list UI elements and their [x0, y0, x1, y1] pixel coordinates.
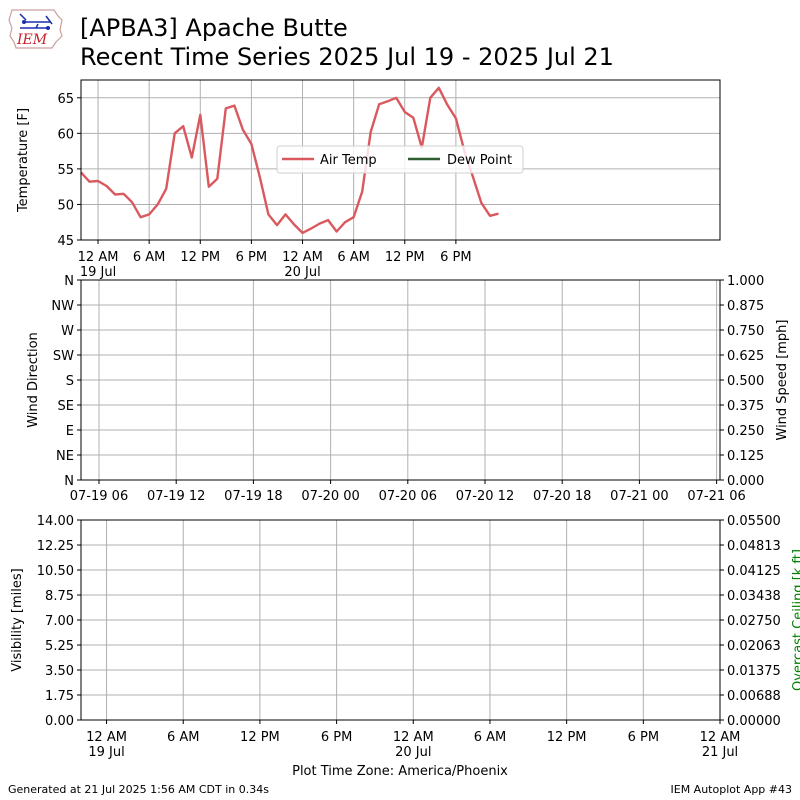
wind-direction-tick-label: S: [66, 374, 74, 389]
visibility-tick-label: 3.50: [45, 664, 74, 679]
temp-ytick-label: 55: [57, 163, 74, 178]
visibility-tick-label: 14.00: [37, 514, 74, 529]
ceiling-ylabel: Overcast Ceiling [k ft]: [791, 549, 800, 691]
vis-xtick-sublabel: 20 Jul: [395, 745, 431, 760]
wind-xtick-label: 07-20 12: [456, 489, 514, 504]
wind-xtick-label: 07-19 12: [147, 489, 205, 504]
temp-axes-frame: [80, 79, 721, 241]
legend-dew-point-label: Dew Point: [447, 153, 512, 168]
vis-xtick-label: 6 AM: [167, 730, 200, 745]
ceiling-tick-label: 0.04813: [727, 539, 781, 554]
wind-speed-tick-label: 0.375: [727, 399, 764, 414]
wind-direction-tick-label: W: [61, 324, 74, 339]
vis-xtick-label: 12 AM: [86, 730, 127, 745]
temp-xtick-label: 6 PM: [236, 250, 267, 265]
ceiling-tick-label: 0.02750: [727, 614, 781, 629]
temp-xtick-label: 6 AM: [337, 250, 370, 265]
chart-title-line2: Recent Time Series 2025 Jul 19 - 2025 Ju…: [80, 43, 614, 71]
vis-xtick-label: 12 PM: [240, 730, 280, 745]
wind-speed-tick-label: 0.500: [727, 374, 764, 389]
visibility-tick-label: 12.25: [37, 539, 74, 554]
vis-xtick-label: 6 PM: [321, 730, 352, 745]
temp-ytick-label: 45: [57, 234, 74, 249]
temp-xtick-sublabel: 19 Jul: [80, 265, 116, 280]
temp-ytick-label: 65: [57, 92, 74, 107]
temp-ytick-label: 60: [57, 127, 74, 142]
temp-xtick-label: 12 AM: [282, 250, 323, 265]
ceiling-tick-label: 0.03438: [727, 589, 781, 604]
ceiling-tick-label: 0.02063: [727, 639, 781, 654]
visibility-tick-label: 0.00: [45, 714, 74, 729]
wind-direction-tick-label: N: [64, 474, 74, 489]
wind-speed-tick-label: 0.125: [727, 449, 764, 464]
legend-box: [276, 145, 524, 174]
wind-speed-tick-label: 0.000: [727, 474, 764, 489]
temp-xtick-label: 12 AM: [78, 250, 119, 265]
air-temp-line: [80, 86, 499, 235]
wind-speed-tick-label: 0.750: [727, 324, 764, 339]
vis-xtick-sublabel: 19 Jul: [88, 745, 124, 760]
visibility-ylabel: Visibility [miles]: [10, 568, 25, 671]
vis-axes-frame: [80, 519, 721, 721]
wind-xtick-label: 07-20 00: [301, 489, 359, 504]
chart-title-line1: [APBA3] Apache Butte: [80, 14, 348, 42]
wind-direction-tick-label: SW: [53, 349, 74, 364]
wind-xtick-label: 07-20 18: [533, 489, 591, 504]
wind-direction-tick-label: NW: [51, 299, 74, 314]
wind-speed-tick-label: 1.000: [727, 274, 764, 289]
wind-speed-tick-label: 0.875: [727, 299, 764, 314]
footer-app-id: IEM Autoplot App #43: [670, 783, 793, 796]
vis-xtick-label: 12 AM: [700, 730, 741, 745]
temp-ytick-label: 50: [57, 198, 74, 213]
ceiling-tick-label: 0.00000: [727, 714, 781, 729]
footer-generated: Generated at 21 Jul 2025 1:56 AM CDT in …: [8, 783, 269, 796]
visibility-tick-label: 8.75: [45, 589, 74, 604]
legend-air-temp-label: Air Temp: [320, 153, 377, 168]
visibility-tick-label: 5.25: [45, 639, 74, 654]
timezone-label: Plot Time Zone: America/Phoenix: [292, 764, 508, 779]
wind-direction-ylabel: Wind Direction: [26, 332, 41, 428]
wind-direction-tick-label: SE: [58, 399, 74, 414]
wind-speed-ylabel: Wind Speed [mph]: [775, 320, 790, 441]
visibility-tick-label: 1.75: [45, 689, 74, 704]
wind-speed-tick-label: 0.625: [727, 349, 764, 364]
ceiling-tick-label: 0.01375: [727, 664, 781, 679]
ceiling-tick-label: 0.00688: [727, 689, 781, 704]
wind-direction-tick-label: NE: [56, 449, 74, 464]
wind-xtick-label: 07-19 06: [70, 489, 128, 504]
temp-xtick-label: 6 PM: [440, 250, 471, 265]
vis-xtick-label: 6 PM: [628, 730, 659, 745]
wind-barb-icon: [19, 13, 53, 29]
wind-xtick-label: 07-20 06: [379, 489, 437, 504]
temp-xtick-label: 12 PM: [385, 250, 425, 265]
vis-xtick-label: 12 AM: [393, 730, 434, 745]
wind-direction-tick-label: N: [64, 274, 74, 289]
vis-xtick-label: 12 PM: [547, 730, 587, 745]
iem-logo: IEM: [8, 9, 63, 49]
temp-xtick-label: 12 PM: [180, 250, 220, 265]
vis-xtick-sublabel: 21 Jul: [702, 745, 738, 760]
wind-speed-tick-label: 0.250: [727, 424, 764, 439]
temp-xtick-sublabel: 20 Jul: [284, 265, 320, 280]
temp-xtick-label: 6 AM: [133, 250, 166, 265]
wind-xtick-label: 07-21 06: [687, 489, 745, 504]
ceiling-tick-label: 0.04125: [727, 564, 781, 579]
logo-text: IEM: [16, 32, 48, 48]
visibility-tick-label: 10.50: [37, 564, 74, 579]
wind-direction-tick-label: E: [66, 424, 74, 439]
visibility-tick-label: 7.00: [45, 614, 74, 629]
ceiling-tick-label: 0.05500: [727, 514, 781, 529]
wind-axes-frame: [80, 279, 721, 481]
vis-xtick-label: 6 AM: [474, 730, 507, 745]
wind-xtick-label: 07-19 18: [224, 489, 282, 504]
temp-ylabel: Temperature [F]: [16, 108, 31, 213]
wind-xtick-label: 07-21 00: [610, 489, 668, 504]
